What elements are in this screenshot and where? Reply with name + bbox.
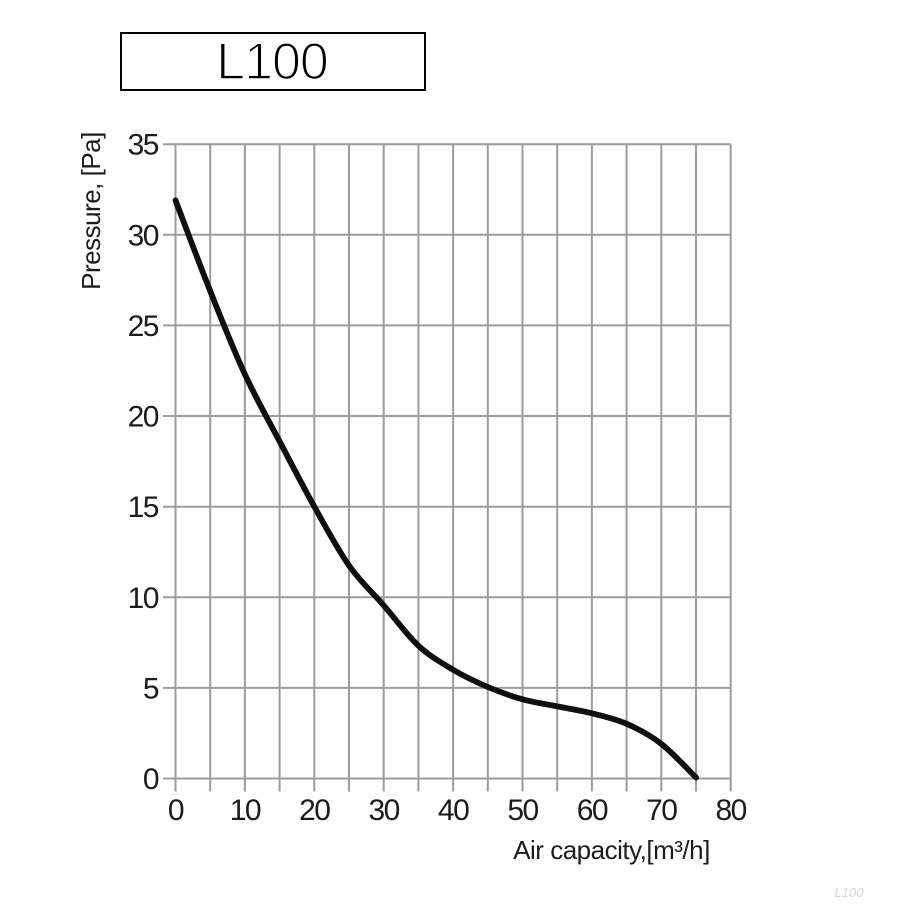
svg-text:0: 0 bbox=[168, 794, 184, 827]
svg-text:0: 0 bbox=[143, 763, 159, 796]
svg-text:35: 35 bbox=[128, 129, 159, 162]
svg-text:10: 10 bbox=[230, 794, 261, 827]
svg-text:70: 70 bbox=[646, 794, 677, 827]
svg-text:5: 5 bbox=[143, 672, 159, 705]
svg-text:20: 20 bbox=[299, 794, 330, 827]
svg-text:40: 40 bbox=[438, 794, 469, 827]
svg-text:L100: L100 bbox=[216, 33, 328, 91]
svg-text:30: 30 bbox=[128, 219, 159, 252]
svg-text:60: 60 bbox=[577, 794, 608, 827]
svg-text:Pressure, [Pa]: Pressure, [Pa] bbox=[76, 132, 106, 290]
svg-text:10: 10 bbox=[128, 582, 159, 615]
svg-text:80: 80 bbox=[716, 794, 747, 827]
svg-text:50: 50 bbox=[507, 794, 538, 827]
svg-text:25: 25 bbox=[128, 310, 159, 343]
svg-text:L100: L100 bbox=[835, 885, 865, 900]
svg-text:30: 30 bbox=[369, 794, 400, 827]
svg-text:20: 20 bbox=[128, 401, 159, 434]
svg-text:15: 15 bbox=[128, 491, 159, 524]
svg-text:Air capacity,[m³/h]: Air capacity,[m³/h] bbox=[513, 835, 710, 865]
